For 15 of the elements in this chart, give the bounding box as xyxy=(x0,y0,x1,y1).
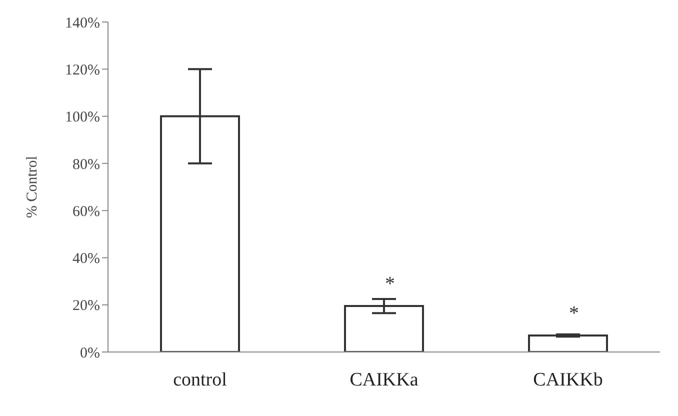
y-tick-label: 0% xyxy=(80,345,100,362)
annotation: * xyxy=(385,273,395,296)
bar xyxy=(528,334,608,352)
y-axis-title: % Control xyxy=(24,156,40,218)
x-tick-label: control xyxy=(173,369,227,390)
y-tick-label: 100% xyxy=(65,110,100,126)
x-tick-label: CAIKKb xyxy=(533,369,603,390)
y-tick-label: 80% xyxy=(72,156,100,173)
y-tick-label: 120% xyxy=(65,62,100,78)
y-tick-label: 60% xyxy=(72,204,100,220)
x-tick-label: CAIKKa xyxy=(350,369,419,390)
annotation: * xyxy=(569,302,579,324)
y-tick-label: 140% xyxy=(65,15,100,32)
y-tick-label: 40% xyxy=(72,251,100,268)
y-tick-label: 20% xyxy=(72,298,100,314)
